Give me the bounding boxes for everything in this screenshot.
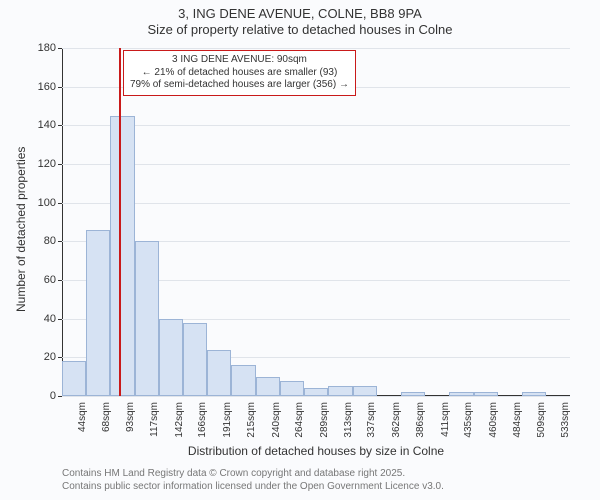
x-tick: 484sqm (512, 402, 523, 438)
y-tick: 20 (44, 351, 62, 363)
histogram-bar (449, 392, 473, 396)
histogram-bar (62, 361, 86, 396)
y-tick: 160 (38, 81, 62, 93)
x-tick: 460sqm (488, 402, 499, 438)
y-tick: 60 (44, 274, 62, 286)
histogram-bar (86, 230, 110, 396)
plot-area: 02040608010012014016018044sqm68sqm93sqm1… (62, 48, 570, 396)
histogram-bar (304, 388, 328, 396)
x-tick: 264sqm (294, 402, 305, 438)
histogram-bar (110, 116, 134, 396)
x-tick: 289sqm (319, 402, 330, 438)
annotation-line2: ← 21% of detached houses are smaller (93… (130, 67, 349, 80)
x-tick: 240sqm (271, 402, 282, 438)
y-tick: 180 (38, 42, 62, 54)
x-tick: 435sqm (463, 402, 474, 438)
y-tick: 80 (44, 235, 62, 247)
histogram-bar (231, 365, 255, 396)
x-tick: 191sqm (222, 402, 233, 438)
y-tick: 100 (38, 197, 62, 209)
footer-line2: Contains public sector information licen… (62, 481, 444, 494)
histogram-bar (135, 241, 159, 396)
y-tick: 120 (38, 158, 62, 170)
title-line1: 3, ING DENE AVENUE, COLNE, BB8 9PA (0, 6, 600, 22)
x-tick: 411sqm (440, 402, 451, 437)
gridline (62, 164, 570, 165)
gridline (62, 125, 570, 126)
x-tick: 68sqm (101, 402, 112, 432)
y-tick: 140 (38, 119, 62, 131)
histogram-bar (328, 386, 352, 396)
y-axis-label: Number of detached properties (14, 147, 28, 312)
title-block: 3, ING DENE AVENUE, COLNE, BB8 9PA Size … (0, 0, 600, 39)
gridline (62, 396, 570, 397)
histogram-bar (183, 323, 207, 396)
x-axis-label: Distribution of detached houses by size … (62, 444, 570, 458)
x-tick: 313sqm (343, 402, 354, 438)
histogram-bar (401, 392, 425, 396)
histogram-bar (353, 386, 377, 396)
chart-container: 3, ING DENE AVENUE, COLNE, BB8 9PA Size … (0, 0, 600, 500)
x-tick: 166sqm (197, 402, 208, 438)
y-tick: 40 (44, 313, 62, 325)
title-line2: Size of property relative to detached ho… (0, 22, 600, 38)
x-tick: 93sqm (125, 402, 136, 432)
histogram-bar (474, 392, 498, 396)
histogram-bar (159, 319, 183, 396)
footer: Contains HM Land Registry data © Crown c… (62, 468, 444, 493)
x-tick: 337sqm (366, 402, 377, 438)
x-tick: 44sqm (77, 402, 88, 432)
histogram-bar (256, 377, 280, 396)
histogram-bar (280, 381, 304, 396)
gridline (62, 203, 570, 204)
x-tick: 386sqm (415, 402, 426, 438)
annotation-box: 3 ING DENE AVENUE: 90sqm← 21% of detache… (123, 50, 356, 96)
x-tick: 362sqm (391, 402, 402, 438)
x-tick: 142sqm (174, 402, 185, 438)
x-tick: 117sqm (149, 402, 160, 437)
histogram-bar (522, 392, 546, 396)
footer-line1: Contains HM Land Registry data © Crown c… (62, 468, 444, 481)
gridline (62, 48, 570, 49)
x-tick: 509sqm (536, 402, 547, 438)
annotation-line1: 3 ING DENE AVENUE: 90sqm (130, 54, 349, 67)
x-tick: 533sqm (560, 402, 571, 438)
histogram-bar (207, 350, 231, 396)
x-tick: 215sqm (246, 402, 257, 438)
y-tick: 0 (50, 390, 62, 402)
marker-line (119, 48, 121, 396)
annotation-line3: 79% of semi-detached houses are larger (… (130, 79, 349, 92)
